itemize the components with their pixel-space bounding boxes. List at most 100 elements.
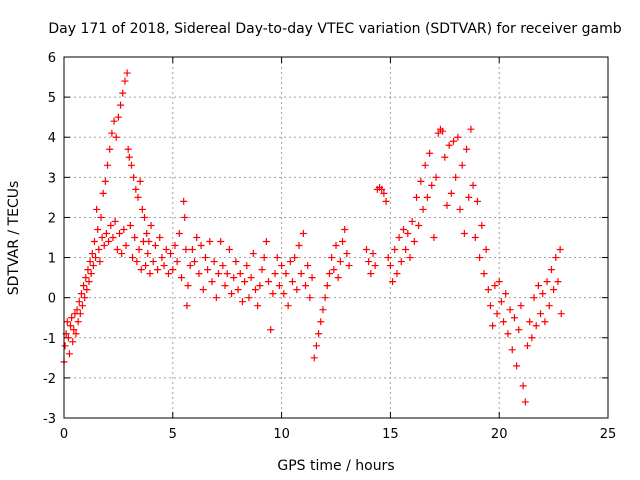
data-point-0-27	[89, 262, 97, 270]
data-point-0-62	[127, 161, 135, 169]
data-point-0-258	[545, 302, 553, 310]
data-point-0-249	[526, 318, 534, 326]
data-point-0-246	[519, 382, 527, 390]
data-point-0-80	[147, 221, 155, 229]
data-point-0-206	[432, 173, 440, 181]
y-axis-label: SDTVAR / TECUs	[6, 181, 22, 296]
data-point-0-56	[121, 77, 129, 85]
data-point-0-92	[173, 258, 181, 266]
data-point-0-82	[151, 242, 159, 250]
data-point-0-209	[439, 127, 447, 135]
data-point-0-65	[131, 234, 139, 241]
data-point-0-126	[243, 262, 251, 270]
data-point-0-202	[423, 193, 431, 201]
data-point-0-183	[382, 197, 390, 205]
y-tick-label-3: 0	[48, 292, 56, 307]
data-point-0-85	[158, 254, 166, 262]
data-point-0-77	[144, 250, 152, 258]
x-tick-label-2: 10	[273, 427, 290, 442]
data-point-0-164	[325, 270, 333, 278]
data-point-0-44	[108, 129, 116, 137]
data-point-0-127	[245, 294, 253, 302]
data-point-0-7	[68, 314, 76, 322]
data-point-0-100	[186, 262, 194, 270]
y-tick-label-5: 2	[48, 211, 56, 226]
data-point-0-184	[384, 254, 392, 262]
data-point-0-103	[193, 234, 201, 241]
data-point-0-192	[402, 246, 410, 254]
y-tick-label-7: 4	[48, 131, 56, 146]
data-point-0-39	[102, 229, 110, 237]
data-point-0-23	[85, 278, 93, 286]
data-point-0-142	[278, 262, 286, 270]
y-tick-label-1: -2	[43, 372, 56, 387]
data-point-0-79	[146, 270, 154, 278]
data-point-0-256	[541, 318, 549, 326]
data-point-0-66	[132, 185, 140, 193]
data-point-0-84	[156, 234, 164, 241]
data-point-0-171	[341, 225, 349, 233]
data-point-0-215	[452, 173, 460, 181]
data-point-0-182	[380, 189, 388, 197]
x-tick-label-3: 15	[382, 427, 399, 442]
data-point-0-170	[339, 238, 347, 246]
chart-title: Day 171 of 2018, Sidereal Day-to-day VTE…	[48, 21, 621, 37]
data-point-0-105	[197, 242, 205, 250]
data-point-0-71	[137, 266, 145, 274]
data-point-0-118	[225, 246, 233, 254]
data-point-0-262	[554, 278, 562, 286]
data-point-0-230	[484, 286, 492, 294]
data-point-0-46	[110, 117, 118, 125]
data-point-0-122	[234, 286, 242, 294]
data-point-0-16	[77, 290, 85, 298]
data-point-0-176	[367, 270, 375, 278]
data-point-0-186	[389, 278, 397, 286]
data-point-0-114	[217, 238, 225, 246]
data-point-0-3	[63, 318, 71, 326]
data-point-0-218	[458, 161, 466, 169]
data-point-0-243	[513, 362, 521, 370]
data-point-0-20	[82, 274, 90, 282]
data-point-0-108	[204, 266, 212, 274]
data-point-0-145	[284, 302, 292, 310]
data-point-0-81	[149, 258, 157, 266]
y-tick-label-2: -1	[43, 332, 56, 347]
data-point-0-155	[306, 294, 314, 302]
grid-lines	[64, 57, 608, 418]
data-point-0-174	[362, 246, 370, 254]
data-point-0-28	[90, 238, 98, 246]
data-point-0-52	[117, 101, 125, 109]
data-point-0-8	[69, 338, 77, 346]
data-point-0-204	[428, 181, 436, 189]
data-point-0-167	[332, 242, 340, 250]
data-point-0-134	[260, 254, 268, 262]
data-point-0-225	[473, 197, 481, 205]
data-point-0-22	[84, 266, 92, 274]
data-point-0-15	[76, 310, 84, 318]
data-point-0-86	[160, 262, 168, 270]
data-point-0-205	[430, 234, 438, 241]
data-point-0-140	[273, 254, 281, 262]
data-point-0-42	[106, 145, 114, 153]
data-point-0-61	[126, 221, 134, 229]
data-point-0-261	[552, 254, 560, 262]
data-point-0-241	[508, 346, 516, 354]
y-tick-label-9: 6	[48, 51, 56, 66]
data-point-0-242	[510, 314, 518, 322]
data-point-0-41	[105, 238, 113, 246]
data-point-0-165	[328, 254, 336, 262]
data-point-0-83	[154, 266, 162, 274]
data-point-0-248	[523, 342, 531, 350]
data-point-0-244	[515, 326, 523, 334]
data-point-0-220	[463, 145, 471, 153]
data-point-0-25	[87, 270, 95, 278]
data-point-0-117	[223, 270, 231, 278]
data-point-0-106	[199, 286, 207, 294]
data-point-0-76	[143, 229, 151, 237]
y-tick-label-6: 3	[48, 171, 56, 186]
data-point-0-233	[491, 282, 499, 290]
data-point-0-151	[297, 270, 305, 278]
data-point-0-156	[308, 274, 316, 282]
data-point-0-102	[191, 258, 199, 266]
